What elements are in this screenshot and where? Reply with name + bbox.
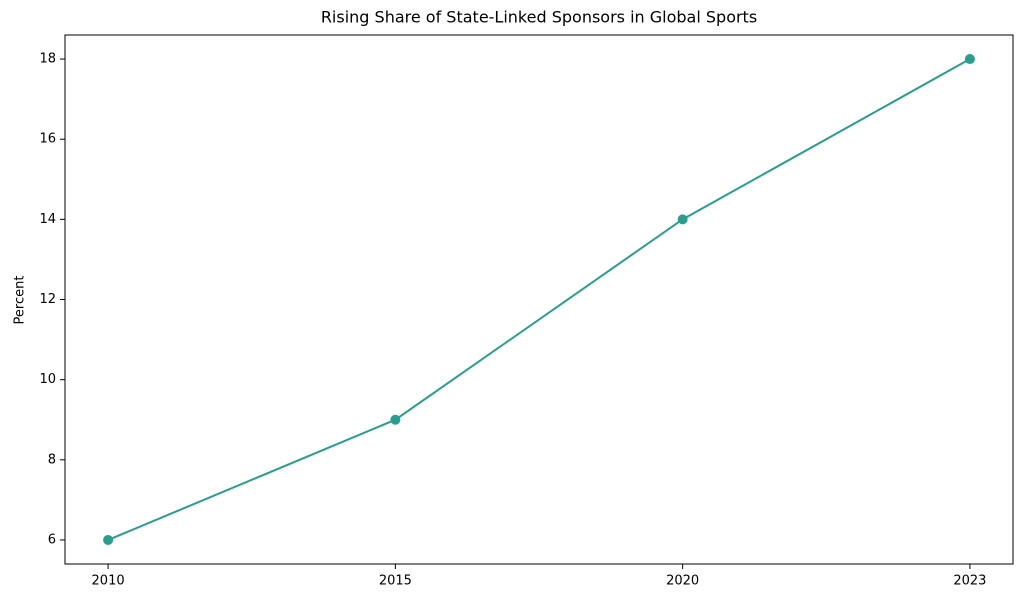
y-tick-label: 12 bbox=[39, 292, 56, 307]
y-tick-label: 6 bbox=[48, 532, 56, 547]
data-point bbox=[964, 54, 975, 65]
data-point bbox=[677, 214, 688, 225]
chart-title: Rising Share of State-Linked Sponsors in… bbox=[321, 8, 757, 27]
y-axis-label: Percent bbox=[13, 276, 28, 325]
data-point bbox=[103, 534, 114, 545]
x-tick-label: 2010 bbox=[92, 574, 125, 589]
x-tick-label: 2015 bbox=[379, 574, 412, 589]
y-tick-label: 18 bbox=[39, 52, 56, 67]
y-tick-label: 10 bbox=[39, 372, 56, 387]
x-tick-label: 2023 bbox=[953, 574, 986, 589]
data-point bbox=[390, 414, 401, 425]
series-line bbox=[107, 58, 971, 541]
y-tick-label: 16 bbox=[39, 132, 56, 147]
x-tick-label: 2020 bbox=[666, 574, 699, 589]
y-tick-label: 8 bbox=[48, 452, 56, 467]
y-tick-label: 14 bbox=[39, 212, 56, 227]
